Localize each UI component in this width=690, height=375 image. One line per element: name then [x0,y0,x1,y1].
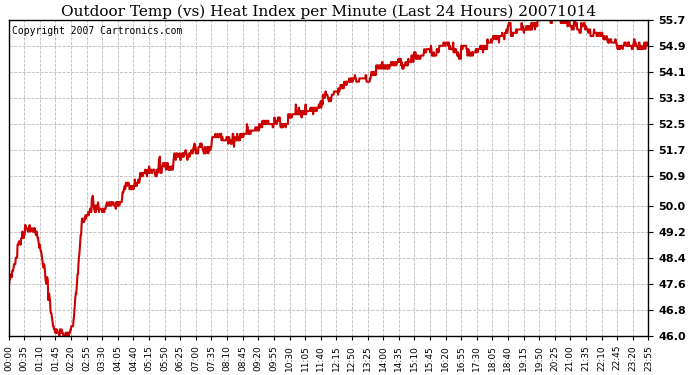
Text: Copyright 2007 Cartronics.com: Copyright 2007 Cartronics.com [12,26,182,36]
Title: Outdoor Temp (vs) Heat Index per Minute (Last 24 Hours) 20071014: Outdoor Temp (vs) Heat Index per Minute … [61,4,596,18]
